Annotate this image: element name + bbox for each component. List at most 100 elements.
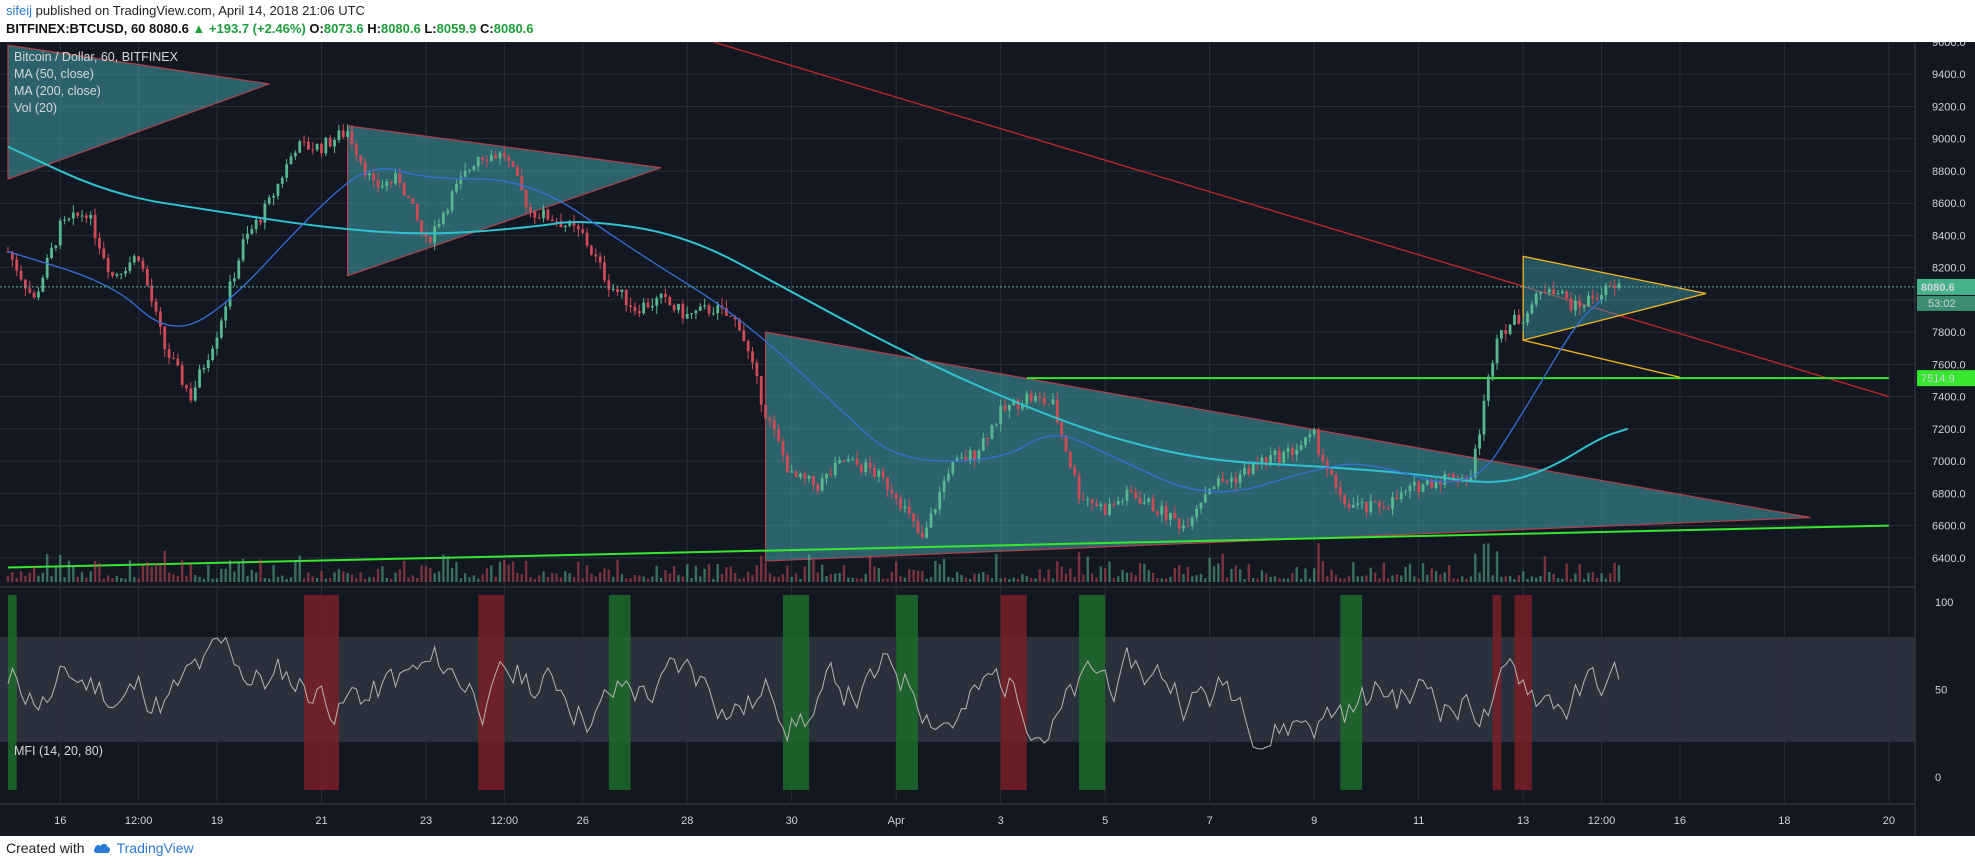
volume-bar xyxy=(616,559,619,582)
time-tick-label: 7 xyxy=(1207,815,1213,827)
volume-bar xyxy=(938,564,941,582)
volume-bar xyxy=(45,554,49,582)
volume-bar xyxy=(1391,575,1394,582)
candle xyxy=(1534,293,1538,305)
triangle-pattern xyxy=(7,44,270,180)
candle xyxy=(415,204,419,221)
time-axis[interactable]: 16 12:00 19 21 23 12:00 26 28 30 Apr 3 5 7 9 11 13 12:00… xyxy=(0,42,1916,836)
mfi-oversold-zone xyxy=(782,595,810,790)
volume-bar xyxy=(625,578,628,582)
volume-bar xyxy=(176,575,180,582)
candle xyxy=(32,292,36,298)
candle xyxy=(84,215,88,219)
candle xyxy=(1064,435,1068,452)
candle xyxy=(729,315,733,317)
candle xyxy=(738,319,741,331)
candle xyxy=(759,376,763,405)
volume-bar xyxy=(1073,577,1076,582)
candle xyxy=(711,313,715,315)
candle xyxy=(607,280,611,290)
volume-bar xyxy=(1565,563,1568,582)
author-link[interactable]: sifeij xyxy=(6,3,33,18)
candle xyxy=(402,182,406,196)
candle xyxy=(1238,474,1242,483)
volume-bar xyxy=(1491,575,1494,582)
volume-bar xyxy=(786,565,789,582)
candle xyxy=(1156,511,1159,515)
volume-bar xyxy=(964,577,968,582)
volume-bar xyxy=(555,573,558,582)
candle xyxy=(585,232,589,246)
candle xyxy=(119,273,123,275)
volume-bar xyxy=(751,574,754,582)
volume-bar xyxy=(969,578,972,582)
candle xyxy=(154,301,158,312)
candle xyxy=(1317,429,1320,455)
candle xyxy=(1082,498,1085,500)
mfi-tick-label: 50 xyxy=(1935,685,1947,697)
low-value: 8059.9 xyxy=(436,21,477,36)
volume-bar xyxy=(503,559,506,582)
legend-ma50[interactable]: MA (50, close) xyxy=(14,67,94,81)
candle xyxy=(677,303,680,311)
candle xyxy=(228,281,232,307)
candle xyxy=(1108,503,1111,515)
candle xyxy=(115,274,119,276)
volume-bar xyxy=(942,558,946,582)
volume-bar xyxy=(315,577,319,582)
candle xyxy=(1277,450,1281,463)
candle xyxy=(455,183,458,192)
legend-mfi[interactable]: MFI (14, 20, 80) xyxy=(14,744,103,758)
candle xyxy=(1613,285,1616,288)
volume-bar xyxy=(603,568,606,582)
candle xyxy=(1330,469,1333,475)
volume-bar xyxy=(947,576,950,582)
trendline xyxy=(713,42,1890,398)
volume-bar xyxy=(1056,560,1059,582)
volume-bar xyxy=(459,578,463,582)
volume-bar xyxy=(381,566,384,582)
candle xyxy=(1234,477,1238,483)
candle xyxy=(955,458,959,462)
candle xyxy=(1526,313,1529,323)
volume-bar xyxy=(1204,578,1207,582)
candle xyxy=(925,527,929,538)
price-chart[interactable]: 9600.0 9400.0 9200.0 9000.0 8800.0 8600.0 8400… xyxy=(0,42,1975,836)
candle xyxy=(768,418,772,421)
volume-bar xyxy=(1365,575,1368,582)
candle xyxy=(93,214,97,239)
candle xyxy=(463,170,467,177)
countdown-label: 53:02 xyxy=(1928,298,1956,310)
legend-ma200[interactable]: MA (200, close) xyxy=(14,84,101,98)
volume-bar xyxy=(611,576,615,582)
volume-bar xyxy=(1112,578,1116,582)
volume-bar xyxy=(903,577,907,582)
candle xyxy=(1565,291,1569,299)
price-axis[interactable]: 9600.0 9400.0 9200.0 9000.0 8800.0 8600.0 8400… xyxy=(0,42,1975,784)
time-tick-label: 30 xyxy=(786,815,798,827)
tradingview-link[interactable]: TradingView xyxy=(93,840,194,856)
price-tick-label: 9400.0 xyxy=(1932,69,1966,81)
volume-bar xyxy=(686,564,689,582)
legend-vol[interactable]: Vol (20) xyxy=(14,101,57,115)
volume-bar xyxy=(690,578,693,582)
volume-bar xyxy=(437,571,441,582)
candle xyxy=(15,259,19,271)
volume-bar xyxy=(289,577,293,582)
volume-bar xyxy=(424,565,428,582)
volume-bar xyxy=(1273,576,1277,582)
price-tick-label: 9200.0 xyxy=(1932,101,1966,113)
time-tick-label: 12:00 xyxy=(125,815,153,827)
candle xyxy=(459,176,463,184)
volume-bar xyxy=(633,575,637,582)
volume-bar xyxy=(1265,573,1268,582)
volume-bar xyxy=(302,578,306,582)
candle xyxy=(320,143,323,154)
candle xyxy=(441,212,445,225)
candle xyxy=(1539,292,1542,294)
candle xyxy=(820,478,824,491)
candle xyxy=(250,229,254,234)
candlestick-series[interactable] xyxy=(6,124,1621,540)
time-tick-label: 26 xyxy=(577,815,589,827)
candle xyxy=(293,152,297,157)
